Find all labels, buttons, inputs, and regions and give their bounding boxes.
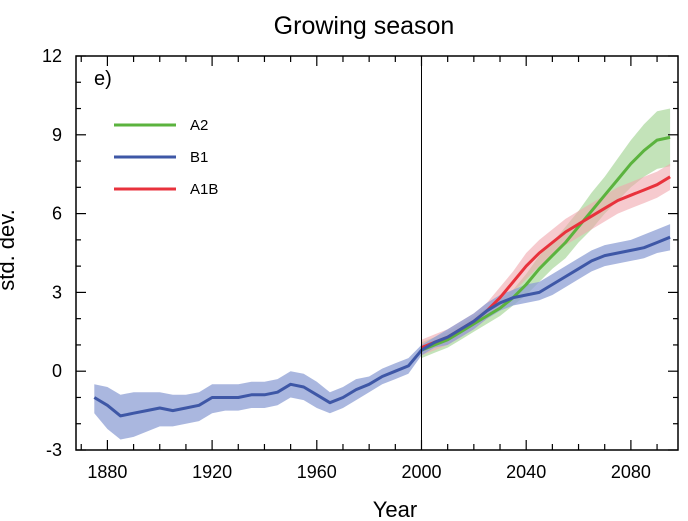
line-a2 — [420, 135, 671, 352]
y-tick-label: 12 — [42, 46, 62, 66]
y-tick-label: 9 — [52, 125, 62, 145]
x-tick-label: 2000 — [401, 462, 441, 482]
y-axis-label: std. dev. — [0, 209, 19, 291]
x-tick-label: 1920 — [192, 462, 232, 482]
legend-label-a1b: A1B — [190, 181, 218, 198]
x-axis-label: Year — [373, 497, 417, 521]
legend: A2 B1 A1B — [114, 117, 218, 198]
y-axis: -3 0 3 6 9 12 — [42, 46, 678, 460]
band-a2 — [421, 108, 671, 359]
confidence-bands — [94, 108, 671, 440]
panel-label: e) — [94, 68, 112, 90]
legend-label-b1: B1 — [190, 149, 208, 166]
line-b1 — [93, 235, 671, 418]
x-axis: 1880 1920 1960 2000 2040 2080 — [80, 56, 658, 482]
x-tick-label: 2040 — [506, 462, 546, 482]
y-tick-label: 3 — [52, 282, 62, 302]
x-tick-label: 1880 — [87, 462, 127, 482]
plot-area — [93, 56, 671, 450]
y-tick-label: 6 — [52, 204, 62, 224]
band-b1 — [94, 224, 671, 440]
y-tick-label: -3 — [46, 440, 62, 460]
plot-frame — [75, 55, 679, 451]
x-tick-label: 1960 — [297, 462, 337, 482]
y-tick-label: 0 — [52, 361, 62, 381]
legend-label-a2: A2 — [190, 117, 208, 134]
chart-title: Growing season — [274, 12, 455, 40]
x-tick-label: 2080 — [611, 462, 651, 482]
series-lines — [93, 135, 671, 418]
